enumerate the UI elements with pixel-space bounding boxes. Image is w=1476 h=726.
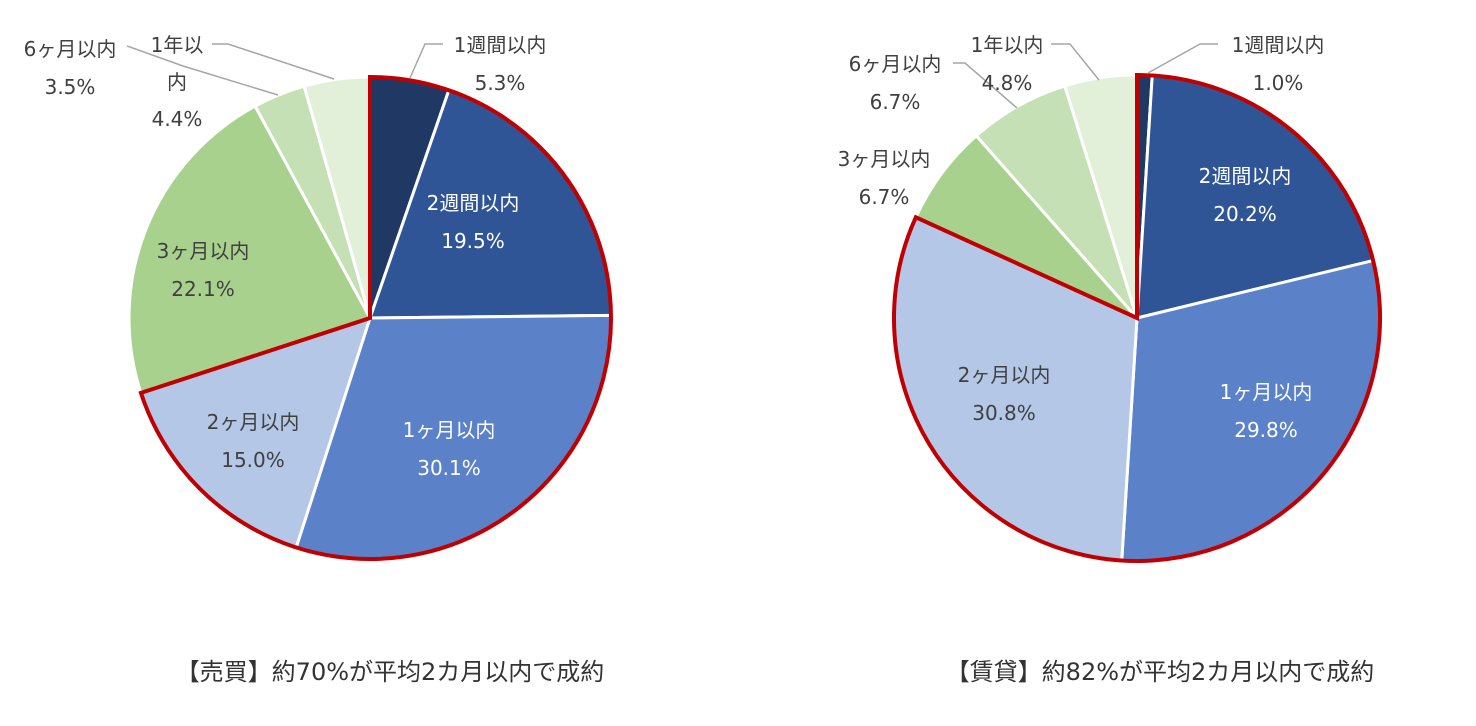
- slice-value-1: 5.3%: [475, 71, 526, 95]
- slice-value-5: 22.1%: [171, 277, 235, 301]
- slice-value-6: 3.5%: [45, 75, 96, 99]
- rental-pie-chart: 1週間以内 1.0% 2週間以内 20.2% 1ヶ月以内 29.8% 2ヶ月以内 30.8% 3…: [838, 33, 1382, 563]
- slice-value-5: 6.7%: [859, 185, 910, 209]
- slice-label-7: 1年以内: [151, 33, 204, 94]
- highlight-outline: [892, 72, 1382, 563]
- slice-value-2: 20.2%: [1213, 202, 1277, 226]
- leader-line-1: [409, 43, 443, 79]
- slice-label-4: 2ヶ月以内: [958, 363, 1051, 387]
- leader-line-6: [953, 62, 1018, 109]
- slice-label-6: 6ヶ月以内: [24, 37, 117, 61]
- slice-label-7: 1年以内: [971, 33, 1044, 57]
- slice-label-3: 1ヶ月以内: [1220, 380, 1313, 404]
- slice-label-5: 3ヶ月以内: [157, 239, 250, 263]
- slice-value-1: 1.0%: [1253, 71, 1304, 95]
- sales-chart-caption: 【売買】約70%が平均2カ月以内で成約: [175, 658, 605, 686]
- leader-line-6: [126, 45, 279, 96]
- slice-label-3: 1ヶ月以内: [403, 418, 496, 442]
- slice-label-1: 1週間以内: [454, 33, 547, 57]
- leader-line-7: [1051, 43, 1100, 81]
- highlight-outline: [138, 74, 613, 561]
- slice-label-4: 2ヶ月以内: [207, 410, 300, 434]
- slice-label-1: 1週間以内: [1232, 33, 1325, 57]
- slice-label-2: 2週間以内: [1199, 164, 1292, 188]
- slice-label-6: 6ヶ月以内: [849, 52, 942, 76]
- slice-label-2: 2週間以内: [427, 191, 520, 215]
- slice-value-7: 4.8%: [982, 71, 1033, 95]
- slice-value-2: 19.5%: [441, 229, 505, 253]
- pie-slice-5: [127, 104, 372, 395]
- leader-line-1: [1147, 43, 1218, 74]
- sales-pie-chart: 1週間以内 5.3% 2週間以内 19.5% 1ヶ月以内 30.1% 2ヶ月以内 15.0% 3…: [24, 33, 613, 561]
- slice-value-3: 30.1%: [417, 456, 481, 480]
- slice-value-4: 30.8%: [972, 401, 1036, 425]
- slice-label-5: 3ヶ月以内: [838, 147, 931, 171]
- slice-value-3: 29.8%: [1234, 418, 1298, 442]
- rental-chart-caption: 【賃貸】約82%が平均2カ月以内で成約: [945, 658, 1375, 686]
- slice-value-6: 6.7%: [870, 90, 921, 114]
- leader-line-7: [212, 43, 335, 80]
- slice-value-4: 15.0%: [221, 448, 285, 472]
- slice-value-7: 4.4%: [152, 107, 203, 131]
